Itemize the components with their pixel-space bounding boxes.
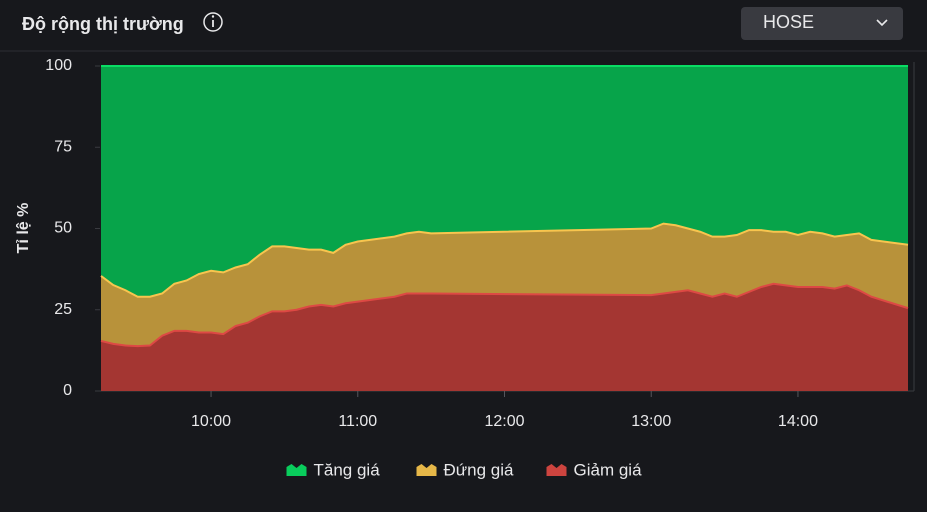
x-tick-label: 10:00 (191, 413, 231, 430)
info-icon[interactable] (203, 12, 223, 32)
area (101, 223, 908, 347)
x-tick-label: 14:00 (778, 413, 818, 430)
area-edge (100, 222, 909, 298)
y-axis-label: Tỉ lệ % (15, 203, 32, 254)
legend-icon (286, 464, 307, 476)
legend-label: Giảm giá (574, 460, 643, 479)
area-edge (100, 282, 909, 348)
dropdown-value: HOSE (763, 12, 814, 32)
market-dropdown[interactable]: HOSE (741, 7, 903, 40)
area (101, 283, 908, 391)
legend: Tăng giá Đứng giá Giảm giá (286, 460, 643, 479)
x-tick-label: 12:00 (484, 413, 524, 430)
plot-area: 0 25 50 75 100 10:00 11:00 12:00 13:00 14:00 (45, 57, 915, 430)
legend-label: Tăng giá (314, 460, 381, 479)
x-tick-label: 13:00 (631, 413, 671, 430)
area (101, 66, 908, 297)
y-tick-label: 75 (54, 138, 72, 155)
legend-icon (416, 464, 437, 476)
y-tick-label: 100 (45, 57, 72, 74)
y-tick-label: 25 (54, 301, 72, 318)
widget-title: Độ rộng thị trường (22, 14, 184, 34)
legend-icon (546, 464, 567, 476)
y-tick-label: 50 (54, 220, 72, 237)
legend-label: Đứng giá (444, 460, 515, 479)
x-tick-label: 11:00 (338, 413, 377, 430)
y-tick-label: 0 (63, 382, 72, 399)
